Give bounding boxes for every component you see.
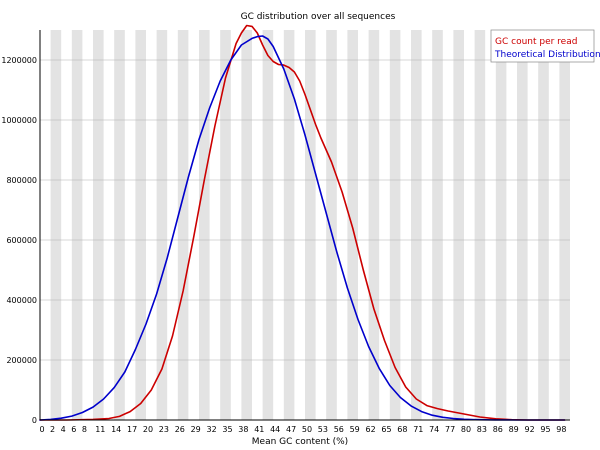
series-lines [39,24,566,421]
background-band [283,30,295,420]
x-tick-label: 17 [127,425,137,434]
horizontal-gridlines [40,59,570,361]
x-tick-label: 86 [493,425,503,434]
x-tick-label: 89 [509,425,519,434]
background-bands [50,30,570,420]
x-tick-label: 65 [381,425,391,434]
x-axis-title: Mean GC content (%) [252,437,348,447]
background-band [305,30,316,420]
x-tick-label: 59 [350,425,360,434]
y-tick-label: 800000 [6,176,37,185]
background-band [453,30,464,420]
background-band [347,30,358,420]
legend-box [490,29,595,63]
background-band [474,30,486,420]
x-tick-label: 23 [159,425,169,434]
series-line-gc-count [39,24,566,421]
x-tick-label: 14 [111,425,121,434]
x-tick-label: 74 [429,425,439,434]
background-band [156,30,168,420]
background-band [495,30,507,420]
chart-title: GC distribution over all sequences [241,12,396,22]
x-tick-label: 0 [39,425,44,434]
background-band [411,30,422,420]
y-tick-label: 1000000 [1,116,37,125]
background-band [114,30,125,420]
x-tick-label: 44 [270,425,280,434]
series-line-theoretical [39,35,566,421]
legend-item-gc-count: GC count per read [495,37,577,47]
background-band [93,30,104,420]
x-tick-label: 29 [191,425,201,434]
background-band [559,30,570,420]
x-tick-label: 38 [238,425,248,434]
background-band [432,30,443,420]
background-band [71,30,83,420]
x-axis-ticks: 0 2 4 6 8 11 14 17 20 23 26 29 32 35 38 41 44 47 50 53 56 59 6… [39,425,566,434]
x-tick-label: 68 [397,425,407,434]
x-tick-label: 41 [254,425,264,434]
x-tick-label: 53 [318,425,328,434]
background-band [389,30,401,420]
x-tick-label: 71 [413,425,423,434]
x-tick-label: 4 [61,425,66,434]
x-tick-label: 35 [222,425,232,434]
x-tick-label: 6 [71,425,76,434]
background-band [368,30,380,420]
background-band [199,30,210,420]
y-tick-label: 1200000 [1,56,37,65]
x-tick-label: 62 [366,425,376,434]
x-tick-label: 20 [143,425,153,434]
legend: GC count per read Theoretical Distributi… [490,29,600,63]
x-tick-label: 56 [334,425,344,434]
background-band [517,30,528,420]
background-band [241,30,252,420]
x-tick-label: 2 [50,425,55,434]
x-tick-label: 80 [461,425,471,434]
x-tick-label: 98 [556,425,566,434]
y-tick-label: 600000 [6,236,37,245]
y-axis-ticks: 0 200000 400000 600000 800000 1000000 1200000 [1,56,37,425]
background-band [262,30,274,420]
y-tick-label: 200000 [6,356,37,365]
background-band [177,30,189,420]
x-tick-label: 95 [540,425,550,434]
x-tick-label: 32 [207,425,217,434]
background-band [220,30,231,420]
background-band [326,30,337,420]
x-tick-label: 11 [95,425,105,434]
y-tick-label: 0 [32,416,37,425]
background-band [50,30,62,420]
x-tick-label: 92 [525,425,535,434]
y-tick-label: 400000 [6,296,37,305]
x-tick-label: 47 [286,425,296,434]
x-tick-label: 50 [302,425,312,434]
x-tick-label: 83 [477,425,487,434]
x-tick-label: 77 [445,425,455,434]
legend-item-theoretical: Theoretical Distribution [494,50,600,60]
background-band [135,30,146,420]
x-tick-label: 26 [175,425,185,434]
x-tick-label: 8 [82,425,87,434]
background-band [538,30,549,420]
